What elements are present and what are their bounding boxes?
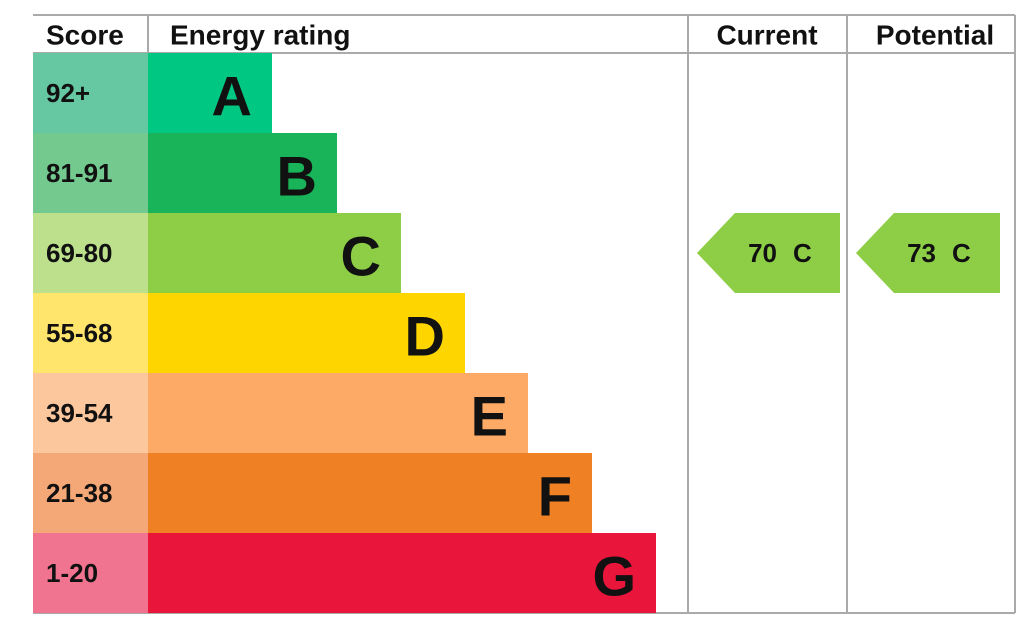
header-score: Score	[46, 20, 124, 51]
rating-letter: B	[277, 145, 317, 208]
rating-bar	[148, 53, 272, 133]
header-current: Current	[716, 20, 817, 51]
rating-bar	[148, 133, 337, 213]
score-cell	[33, 53, 148, 133]
rating-bar	[148, 213, 401, 293]
current-score: 70	[748, 238, 777, 268]
score-cell	[33, 533, 148, 613]
header-rating: Energy rating	[170, 20, 350, 51]
rating-letter: F	[538, 465, 572, 528]
potential-letter: C	[952, 238, 971, 268]
rating-letter: D	[405, 305, 445, 368]
rating-letter: E	[471, 385, 508, 448]
rating-letter: G	[592, 545, 636, 608]
header-potential: Potential	[876, 20, 994, 51]
rating-bar	[148, 293, 465, 373]
current-letter: C	[793, 238, 812, 268]
rating-letter: A	[212, 65, 252, 128]
score-range: 55-68	[46, 318, 113, 348]
score-cell	[33, 453, 148, 533]
score-range: 1-20	[46, 558, 98, 588]
score-range: 39-54	[46, 398, 113, 428]
score-cell	[33, 133, 148, 213]
potential-arrow	[856, 213, 1000, 293]
rating-bar	[148, 533, 656, 613]
rating-letter: C	[341, 225, 381, 288]
score-cell	[33, 293, 148, 373]
score-range: 81-91	[46, 158, 113, 188]
score-range: 69-80	[46, 238, 113, 268]
current-arrow	[697, 213, 840, 293]
score-range: 21-38	[46, 478, 113, 508]
rating-bar	[148, 373, 528, 453]
score-cell	[33, 373, 148, 453]
score-range: 92+	[46, 78, 90, 108]
potential-score: 73	[907, 238, 936, 268]
score-cell	[33, 213, 148, 293]
rating-bar	[148, 453, 592, 533]
